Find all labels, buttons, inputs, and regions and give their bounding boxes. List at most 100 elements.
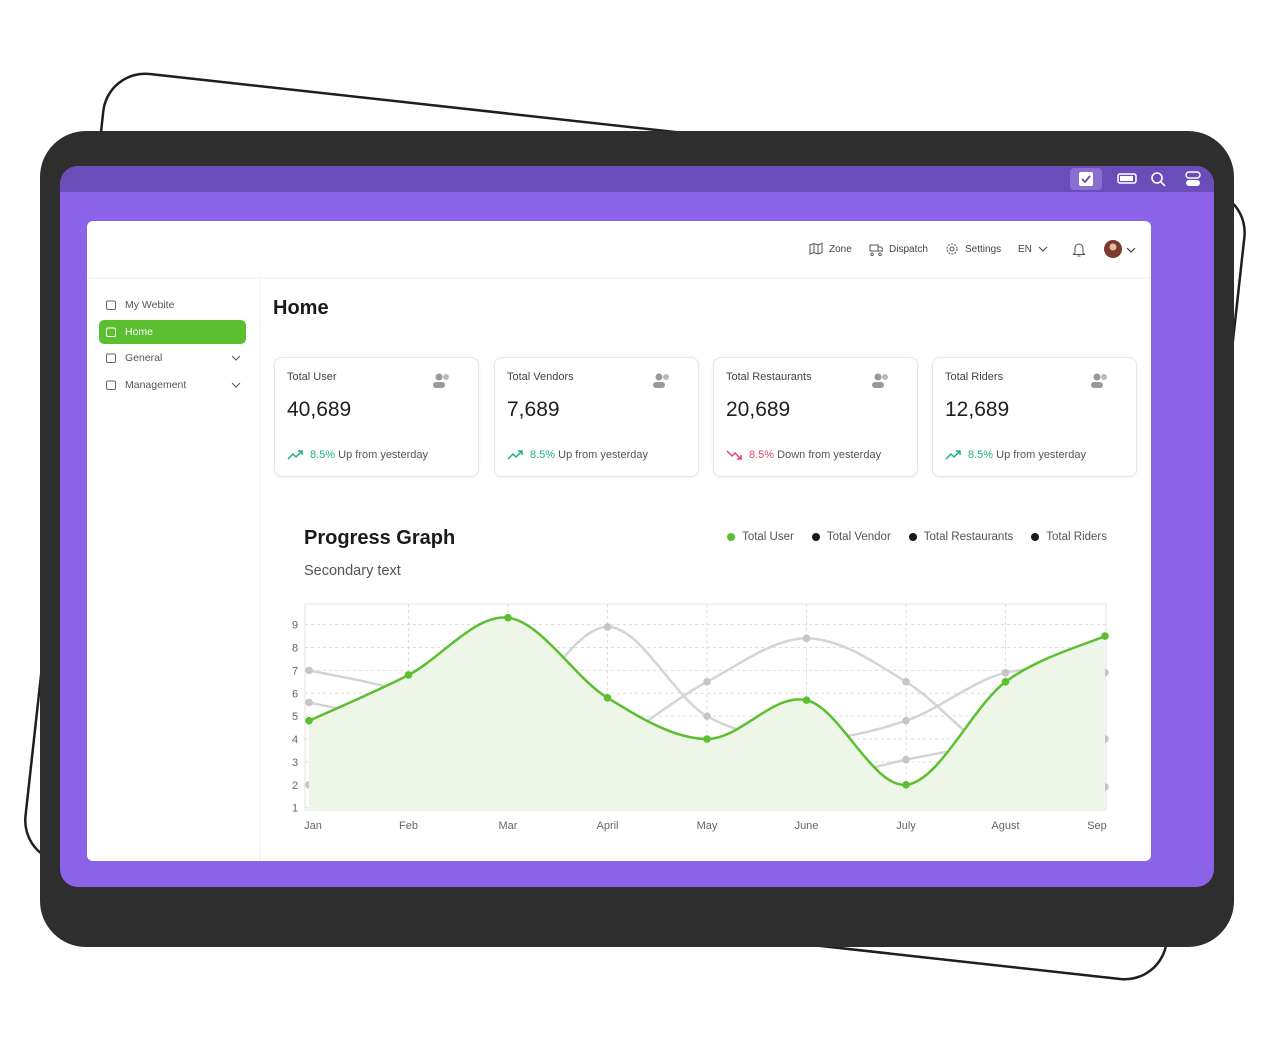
bell-icon[interactable] xyxy=(1072,243,1086,257)
card-value: 12,689 xyxy=(945,398,1010,421)
y-tick-label: 5 xyxy=(292,711,298,723)
sidebar-icon xyxy=(106,353,116,363)
sidebar-label: Management xyxy=(125,379,187,391)
nav-icon xyxy=(946,243,958,255)
legend-item[interactable]: Total Vendor xyxy=(811,531,891,543)
legend-item[interactable]: Total User xyxy=(727,531,794,543)
data-point xyxy=(305,698,313,707)
y-tick-label: 9 xyxy=(292,620,298,632)
sidebar-item[interactable]: Home xyxy=(99,320,246,344)
series-line xyxy=(308,616,1106,787)
data-point xyxy=(902,678,910,686)
language-select[interactable]: EN xyxy=(1018,241,1048,257)
nav-label: Dispatch xyxy=(889,243,928,255)
data-point xyxy=(1101,632,1109,640)
data-point xyxy=(703,735,711,743)
x-tick-label: April xyxy=(596,820,618,832)
trend-note: Up from yesterday xyxy=(558,449,649,461)
y-tick-label: 6 xyxy=(292,688,298,700)
data-point xyxy=(703,678,711,686)
battery-level xyxy=(1120,176,1133,181)
sidebar-icon xyxy=(106,327,116,337)
data-point xyxy=(902,716,910,725)
card-label: Total Vendors xyxy=(507,371,574,383)
trend-change: 8.5% xyxy=(968,449,994,461)
trend-icon xyxy=(287,450,303,460)
sidebar-icon xyxy=(106,380,116,390)
nav-label: Settings xyxy=(965,243,1002,255)
stat-card: Total User 40,689 8.5% Up from yesterday xyxy=(274,357,479,477)
sidebar-item[interactable]: My Webite xyxy=(99,293,246,317)
card-icon xyxy=(1091,373,1107,388)
data-point xyxy=(802,634,811,643)
checkbox-tick xyxy=(1081,175,1091,184)
nav-icon xyxy=(869,244,883,256)
x-tick-label: Feb xyxy=(399,820,418,832)
trend-icon xyxy=(945,450,961,460)
x-tick-label: Agust xyxy=(991,820,1019,832)
trend-note: Up from yesterday xyxy=(338,449,429,461)
card-icon xyxy=(872,373,888,388)
data-point xyxy=(305,666,313,675)
data-point xyxy=(902,755,910,764)
x-tick-label: June xyxy=(795,820,819,832)
card-trend: 8.5% Up from yesterday xyxy=(287,449,428,461)
data-point xyxy=(404,671,413,679)
card-icon xyxy=(653,373,669,388)
y-tick-label: 1 xyxy=(292,803,298,815)
trend-note: Down from yesterday xyxy=(777,449,882,461)
trend-note: Up from yesterday xyxy=(996,449,1087,461)
control-icon[interactable] xyxy=(1185,171,1201,179)
nav-icon xyxy=(809,242,823,255)
sidebar-icon xyxy=(106,300,116,310)
data-point xyxy=(902,781,910,789)
data-point xyxy=(703,712,711,720)
trend-change: 8.5% xyxy=(310,449,336,461)
data-point xyxy=(603,694,612,702)
x-tick-label: Sep xyxy=(1087,820,1107,832)
legend-dot xyxy=(811,533,820,541)
avatar-chevron[interactable] xyxy=(1126,247,1136,253)
legend-item[interactable]: Total Riders xyxy=(1031,531,1107,543)
legend-item[interactable]: Total Restaurants xyxy=(908,531,1013,543)
card-trend: 8.5% Down from yesterday xyxy=(726,449,881,461)
legend-label: Total Vendor xyxy=(826,531,891,543)
stat-card: Total Riders 12,689 8.5% Up from yesterday xyxy=(932,357,1137,477)
y-tick-label: 8 xyxy=(292,642,298,654)
nav-item[interactable]: Settings xyxy=(945,241,1001,257)
card-label: Total Restaurants xyxy=(726,371,812,383)
sidebar-item[interactable]: General xyxy=(99,346,246,370)
trend-icon xyxy=(726,450,742,460)
avatar-face xyxy=(1109,243,1117,251)
x-tick-label: May xyxy=(697,820,718,832)
card-trend: 8.5% Up from yesterday xyxy=(945,449,1086,461)
nav-item[interactable]: Dispatch xyxy=(869,241,928,257)
sidebar-label: General xyxy=(125,352,163,364)
chart: 1 2 3 4 5 6 7 8 9 Jan Feb Mar April May June July Agust S… xyxy=(292,603,1109,832)
page-title: Home xyxy=(273,297,329,319)
card-value: 20,689 xyxy=(726,398,791,421)
card-label: Total Riders xyxy=(945,371,1004,383)
legend-dot xyxy=(727,533,736,541)
expand-chevron xyxy=(231,382,241,388)
chevron xyxy=(1038,246,1048,252)
expand-chevron xyxy=(231,355,241,361)
nav-item[interactable]: Zone xyxy=(809,241,852,257)
card-icon xyxy=(433,373,449,388)
legend: Total User Total Vendor Total Restaurants T… xyxy=(727,531,1107,543)
stat-card: Total Restaurants 20,689 8.5% Down from ye… xyxy=(713,357,918,477)
y-tick-label: 3 xyxy=(292,757,298,769)
checkbox-icon[interactable] xyxy=(1079,172,1093,186)
data-point xyxy=(603,623,612,631)
x-tick-label: Mar xyxy=(499,820,518,832)
trend-text: 8.5% Down from yesterday xyxy=(749,449,881,461)
series-area xyxy=(309,617,1105,810)
sidebar-item[interactable]: Management xyxy=(99,373,246,397)
sidebar-label: Home xyxy=(125,326,154,338)
nav-label: Zone xyxy=(829,243,852,255)
search-icon[interactable] xyxy=(1151,172,1163,184)
data-point xyxy=(305,716,313,725)
card-value: 7,689 xyxy=(507,398,560,421)
